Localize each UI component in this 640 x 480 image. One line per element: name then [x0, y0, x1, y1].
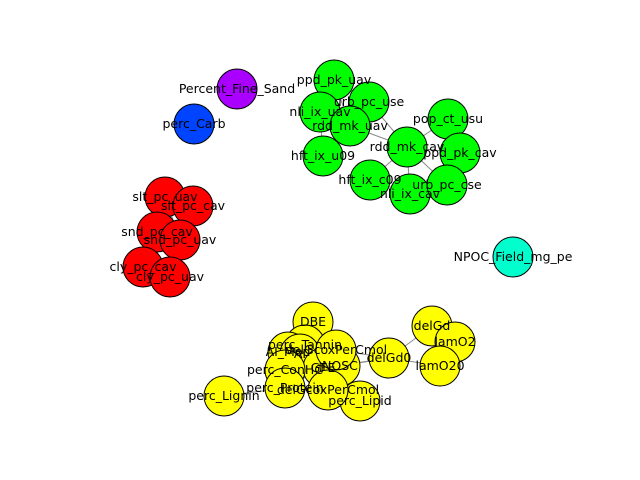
node-label-ppd-pk-cav: ppd_pk_cav [423, 145, 497, 160]
node-rdd-mk-cav [386, 126, 428, 168]
node-label-ppd-pk-uav: ppd_pk_uav [297, 72, 372, 87]
node-npoc-field-mg-per [492, 236, 534, 278]
node-label-perc-carb: perc_Carb [162, 116, 225, 131]
node-label-gfe: GFE [311, 360, 336, 375]
node-delgcoxpercmol2 [307, 369, 349, 411]
node-urb-pc-cse [426, 164, 468, 206]
node-label-urb-pc-use: urb_pc_use [334, 94, 405, 109]
node-label-dbe: DBE [300, 314, 326, 329]
node-label-slt-pc-cav: slt_pc_cav [161, 198, 226, 213]
node-lamo20 [419, 345, 461, 387]
node-label-hft-ix-u09: hft_ix_u09 [291, 148, 355, 163]
node-label-snd-pc-uav: snd_pc_uav [144, 232, 217, 247]
node-label-cly-pc-uav: cly_pc_uav [136, 269, 205, 284]
node-label-lamo20: lamO20 [415, 358, 464, 373]
node-label-pop-ct-usu: pop_ct_usu [413, 111, 483, 126]
node-hft-ix-c09 [349, 159, 391, 201]
node-label-snd-pc-cav: snd_pc_cav [121, 224, 193, 239]
node-label-perc-tannin: perc_Tannin [268, 337, 342, 352]
node-label-hft-ix-c09: hft_ix_c09 [338, 172, 401, 187]
node-label-cly-pc-cav: cly_pc_cav [110, 259, 178, 274]
node-label-delgd0: delGd0 [367, 350, 412, 365]
node-perc-carb [173, 103, 215, 145]
node-label-ai: AI [294, 346, 306, 361]
node-rdd-mk-uav [329, 105, 371, 147]
node-delgd0 [368, 337, 410, 379]
node-perc-protein [264, 367, 306, 409]
node-label-lamo2: lamO2 [434, 334, 475, 349]
node-hft-ix-u09 [302, 135, 344, 177]
node-perc-lignin [203, 375, 245, 417]
node-label-delgd: delGd [414, 318, 451, 333]
node-label-nosc: NOSC [322, 358, 358, 373]
node-layer: Percent_Fine_Sand perc_Carb NPOC_Field_mg_… [110, 59, 573, 422]
node-label-perc-lipid: perc_Lipid [328, 393, 391, 408]
node-label-delgcoxpercmol: delGcoxPerCmol [285, 342, 387, 357]
node-percent-fine-sand [216, 68, 258, 110]
node-label-perc-protein: perc_Protein [246, 380, 323, 395]
node-label-ai-mod: AI_Mod [266, 344, 311, 359]
node-label-percent-fine-sand: Percent_Fine_Sand [179, 81, 295, 96]
node-label-rdd-mk-cav: rdd_mk_cav [370, 139, 445, 154]
node-label-rdd-mk-uav: rdd_mk_uav [312, 118, 388, 133]
node-label-nli-ix-uav: nli_ix_uav [289, 104, 351, 119]
node-label-npoc-field-mg-per: NPOC_Field_mg_pe [454, 249, 573, 264]
node-cly-pc-uav [149, 256, 191, 298]
node-label-perc-conhc: perc_ConHC [247, 362, 323, 377]
node-label-perc-lignin: perc_Lignin [188, 388, 259, 403]
node-label-urb-pc-cse: urb_pc_cse [412, 177, 482, 192]
node-label-nli-ix-cav: nli_ix_cav [380, 186, 441, 201]
node-label-delgcoxpercmol2: delGcoxPerCmol [277, 382, 379, 397]
node-delgcoxpercmol [315, 329, 357, 371]
node-label-slt-pc-uav: slt_pc_uav [132, 189, 198, 204]
